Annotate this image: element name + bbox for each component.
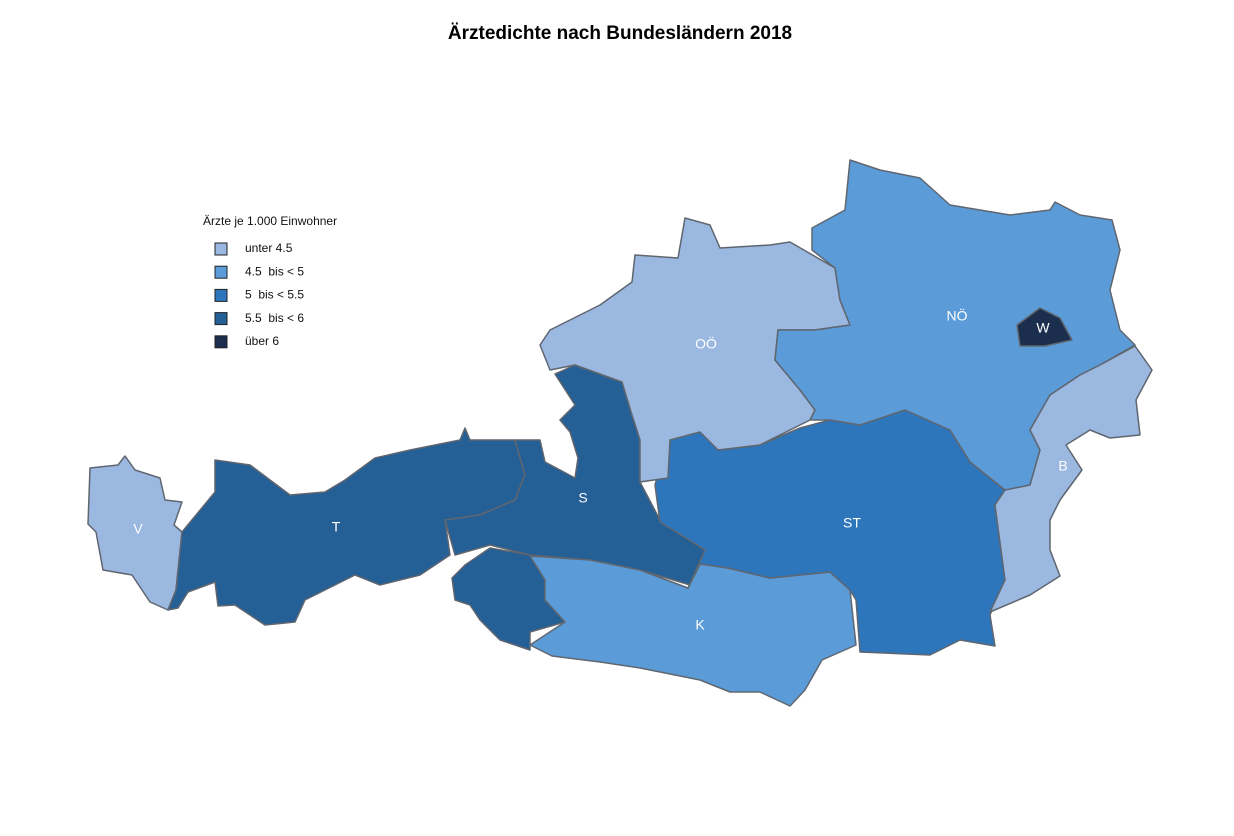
region-label: NÖ: [947, 307, 968, 324]
legend-label: unter 4.5: [245, 241, 293, 255]
region-st: [654, 409, 1006, 656]
region-label: T: [332, 519, 341, 535]
legend-swatch: [214, 312, 228, 326]
region-label: OÖ: [695, 335, 717, 352]
region-label: V: [133, 521, 143, 537]
region-w: [1016, 307, 1073, 347]
region-b: [989, 345, 1153, 613]
region-label: K: [695, 617, 705, 633]
legend-label: über 6: [245, 334, 279, 348]
legend-label: 4.5 bis < 5: [245, 264, 304, 278]
region-label: B: [1058, 458, 1067, 474]
legend-swatch: [214, 335, 228, 349]
legend-title: Ärzte je 1.000 Einwohner: [203, 214, 337, 228]
regions: [87, 159, 1153, 707]
legend-swatch: [214, 265, 228, 279]
legend-swatch: [214, 288, 228, 302]
legend-label: 5 bis < 5.5: [245, 288, 304, 302]
legend-swatch: [214, 242, 228, 256]
legend: Ärzte je 1.000 Einwohner unter 4.5 4.5 bi…: [203, 214, 337, 349]
region-label: S: [578, 490, 587, 506]
region-label: W: [1036, 320, 1050, 336]
region-label: ST: [843, 515, 861, 531]
legend-label: 5.5 bis < 6: [245, 311, 304, 325]
map-title: Ärztedichte nach Bundesländern 2018: [448, 23, 792, 44]
region-labels: V T S K ST OÖ NÖ W B: [133, 307, 1067, 633]
region-no: [774, 159, 1136, 491]
